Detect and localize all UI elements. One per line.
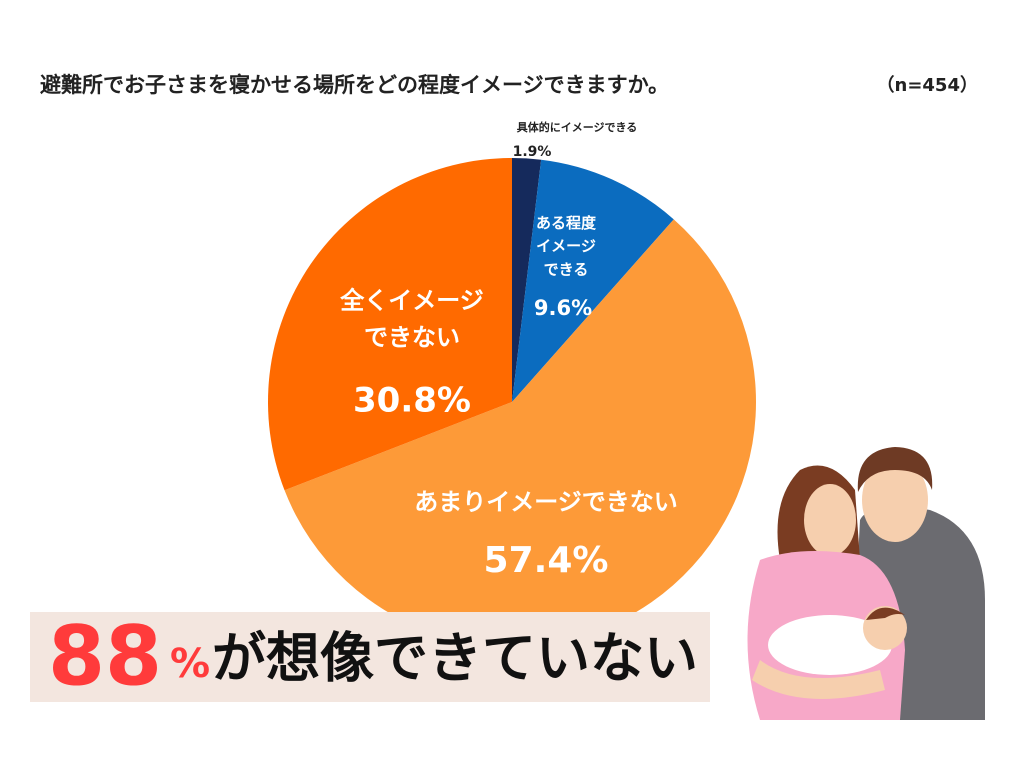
- banner-unit: %: [170, 641, 210, 687]
- pie-labels: 具体的にイメージできる 1.9% ある程度イメージできる 9.6% あまりイメージできな…: [339, 120, 678, 581]
- slice-label: 具体的にイメージできる: [517, 120, 638, 134]
- pie-slice: [512, 158, 542, 402]
- banner: [30, 612, 710, 702]
- banner-number: 88: [48, 609, 162, 704]
- pie: [267, 157, 757, 647]
- value-label: 30.8%: [353, 381, 471, 421]
- slice-label: 全くイメージできない: [339, 286, 484, 351]
- pie-slice: [284, 219, 757, 647]
- family-illustration: [747, 447, 985, 720]
- pie-slice: [267, 157, 512, 491]
- chart-subtitle: （n=454）: [877, 75, 978, 96]
- value-label: 1.9%: [513, 144, 552, 160]
- value-label: 9.6%: [534, 296, 592, 320]
- banner-text: が想像できていない: [212, 627, 698, 690]
- slice-label: ある程度イメージできる: [536, 213, 597, 278]
- pie-slice: [512, 159, 674, 402]
- chart-title: 避難所でお子さまを寝かせる場所をどの程度イメージできますか。: [40, 73, 669, 97]
- value-label: 57.4%: [484, 540, 609, 581]
- slice-label: あまりイメージできない: [414, 488, 678, 516]
